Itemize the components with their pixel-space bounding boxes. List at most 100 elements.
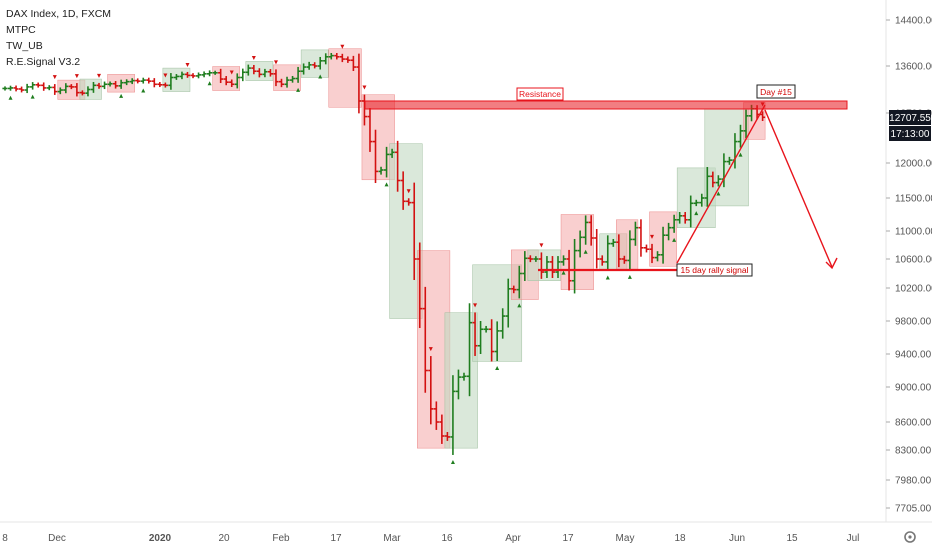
ohlc-bar [118, 79, 124, 98]
sell-marker [539, 243, 544, 248]
ohlc-bar [378, 166, 384, 175]
price-tick-label: 8300.00 [895, 446, 932, 457]
ohlc-bar [96, 73, 102, 89]
ohlc-bar [168, 73, 174, 90]
price-tick-label: 14400.00 [895, 16, 932, 27]
ohlc-bar [289, 75, 296, 83]
ohlc-bar [610, 238, 616, 247]
buy-marker [605, 275, 610, 280]
ohlc-bar [52, 75, 58, 95]
ohlc-bar [35, 82, 41, 88]
countdown-text: 17:13:00 [891, 129, 930, 140]
signal-box [560, 214, 594, 290]
sell-marker [428, 347, 433, 352]
ohlc-bar [267, 69, 274, 77]
ohlc-bar [433, 401, 439, 430]
ohlc-bar [140, 77, 146, 93]
ohlc-bar [444, 431, 450, 441]
ohlc-bar [477, 321, 484, 354]
ohlc-bar [461, 372, 467, 381]
ohlc-bar [301, 63, 307, 75]
time-tick-label: 15 [786, 533, 798, 544]
time-tick-label: 18 [674, 533, 686, 544]
ohlc-bar [262, 68, 268, 78]
ohlc-bar [544, 256, 550, 278]
resistance-label: Resistance [516, 87, 564, 101]
signal-box [328, 48, 362, 108]
ohlc-bar [660, 226, 666, 264]
time-axis[interactable]: 8 Dec 2020 20 Feb 17 Mar 16 Apr 17 May 18 Jun 15 Jul [0, 521, 932, 544]
ohlc-bar [135, 78, 141, 84]
sell-marker [273, 60, 278, 65]
buy-marker [694, 211, 699, 216]
ohlc-bar [743, 109, 749, 139]
buy-marker [119, 93, 124, 98]
ohlc-bar [151, 78, 157, 88]
ohlc-bar [223, 76, 229, 86]
time-tick-label: 17 [330, 533, 342, 544]
ohlc-bar [710, 171, 716, 188]
ohlc-bar [516, 265, 522, 308]
ohlc-bar [295, 66, 301, 92]
ohlc-bar [345, 56, 351, 63]
ohlc-bar [588, 215, 594, 246]
ohlc-bar [571, 238, 578, 294]
signal-boxes [57, 48, 766, 449]
ohlc-bar [356, 53, 362, 114]
ohlc-bar [549, 256, 556, 278]
projection-arrow-line [764, 109, 833, 268]
ohlc-bar [677, 211, 683, 224]
time-tick-label: Feb [272, 533, 290, 544]
buy-marker [8, 95, 13, 100]
ohlc-bar [704, 166, 710, 207]
ohlc-bar [605, 235, 611, 280]
ohlc-bar [583, 215, 589, 254]
price-axis[interactable]: 14400.0013600.0012700.0012000.0011500.00… [885, 0, 932, 522]
ohlc-bar [162, 73, 168, 88]
ohlc-bar [328, 53, 334, 60]
projection-arrow-head [825, 257, 838, 270]
ohlc-bar [46, 85, 52, 91]
ohlc-bar [627, 230, 633, 279]
time-tick-label: 16 [441, 533, 453, 544]
rally-signal-text: 15 day rally signal [680, 265, 748, 275]
buy-marker [672, 237, 677, 242]
ohlc-bar [2, 86, 8, 91]
buy-marker [561, 270, 566, 275]
ohlc-bar [638, 219, 644, 257]
ohlc-bar [41, 82, 47, 91]
rally-signal-label: 15 day rally signal [676, 263, 753, 277]
resistance-band [364, 100, 848, 110]
time-tick-label: Jul [847, 533, 860, 544]
price-tick-label: 9400.00 [895, 350, 932, 361]
ohlc-bar [533, 256, 539, 262]
signal-box [300, 49, 329, 78]
ohlc-bar [251, 55, 257, 75]
ohlc-bar [560, 255, 567, 275]
ohlc-bar [129, 78, 135, 85]
price-tick-label: 9800.00 [895, 317, 932, 328]
ohlc-bar [107, 81, 113, 87]
ohlc-bar [500, 308, 506, 339]
ohlc-bar [184, 62, 191, 78]
ohlc-bar [505, 278, 511, 328]
ohlc-bar [466, 303, 473, 397]
ohlc-bar [323, 53, 329, 65]
time-tick-label: Mar [383, 533, 401, 544]
ohlc-bar [68, 84, 74, 90]
ohlc-bar [24, 83, 30, 94]
price-tick-label: 12000.00 [895, 159, 932, 170]
price-tick-label: 8600.00 [895, 418, 932, 429]
ohlc-bar [494, 321, 500, 371]
price-tick-label: 10600.00 [895, 255, 932, 266]
ohlc-bar [85, 86, 91, 97]
buy-marker [296, 87, 301, 92]
buy-marker [384, 182, 389, 187]
ohlc-bar [339, 44, 345, 63]
ohlc-bar [699, 193, 705, 207]
settings-gear-icon [904, 531, 916, 543]
ohlc-bar [372, 129, 379, 184]
ohlc-bar [649, 234, 655, 264]
countdown-box [889, 126, 931, 141]
